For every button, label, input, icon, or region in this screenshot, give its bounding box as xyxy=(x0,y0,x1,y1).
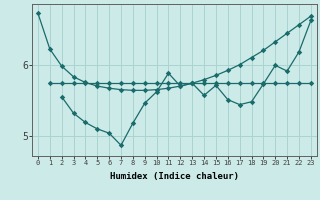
X-axis label: Humidex (Indice chaleur): Humidex (Indice chaleur) xyxy=(110,172,239,181)
